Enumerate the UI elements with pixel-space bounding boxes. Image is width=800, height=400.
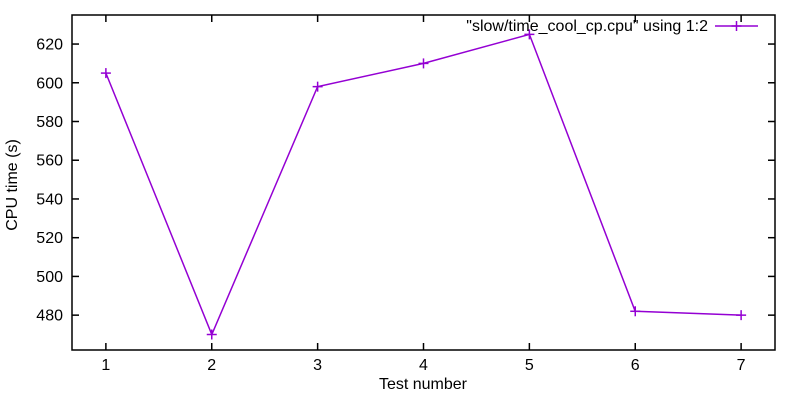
- y-tick-label: 620: [36, 37, 63, 54]
- data-point-marker: [418, 58, 429, 69]
- x-tick-label: 7: [737, 357, 746, 374]
- data-series: [100, 29, 747, 340]
- x-tick-label: 1: [101, 357, 110, 374]
- y-tick-label: 480: [36, 308, 63, 325]
- x-tick-label: 4: [419, 357, 428, 374]
- x-tick-label: 2: [207, 357, 216, 374]
- x-tick-label: 6: [631, 357, 640, 374]
- data-point-marker: [524, 29, 535, 40]
- y-axis-label: CPU time (s): [4, 139, 21, 231]
- data-point-marker: [312, 81, 323, 92]
- data-point-marker: [206, 329, 217, 340]
- y-tick-label: 600: [36, 75, 63, 92]
- y-tick-label: 540: [36, 191, 63, 208]
- legend: "slow/time_cool_cp.cpu" using 1:2: [466, 18, 758, 35]
- y-tick-label: 560: [36, 153, 63, 170]
- x-tick-label: 3: [313, 357, 322, 374]
- data-line: [105, 33, 742, 337]
- axis-ticks: [72, 15, 775, 350]
- legend-line-sample: [715, 21, 758, 31]
- data-point-marker: [630, 306, 641, 317]
- axis-tick-labels: 1 2 3 4 5 6 7 480 500 520 540 560 580 600 620: [36, 37, 745, 374]
- data-point-marker: [736, 310, 747, 321]
- y-tick-label: 580: [36, 114, 63, 131]
- data-point-marker: [100, 68, 111, 79]
- y-tick-label: 500: [36, 269, 63, 286]
- legend-label: "slow/time_cool_cp.cpu" using 1:2: [466, 18, 708, 35]
- x-tick-label: 5: [525, 357, 534, 374]
- x-axis-label: Test number: [379, 376, 468, 393]
- y-tick-label: 520: [36, 230, 63, 247]
